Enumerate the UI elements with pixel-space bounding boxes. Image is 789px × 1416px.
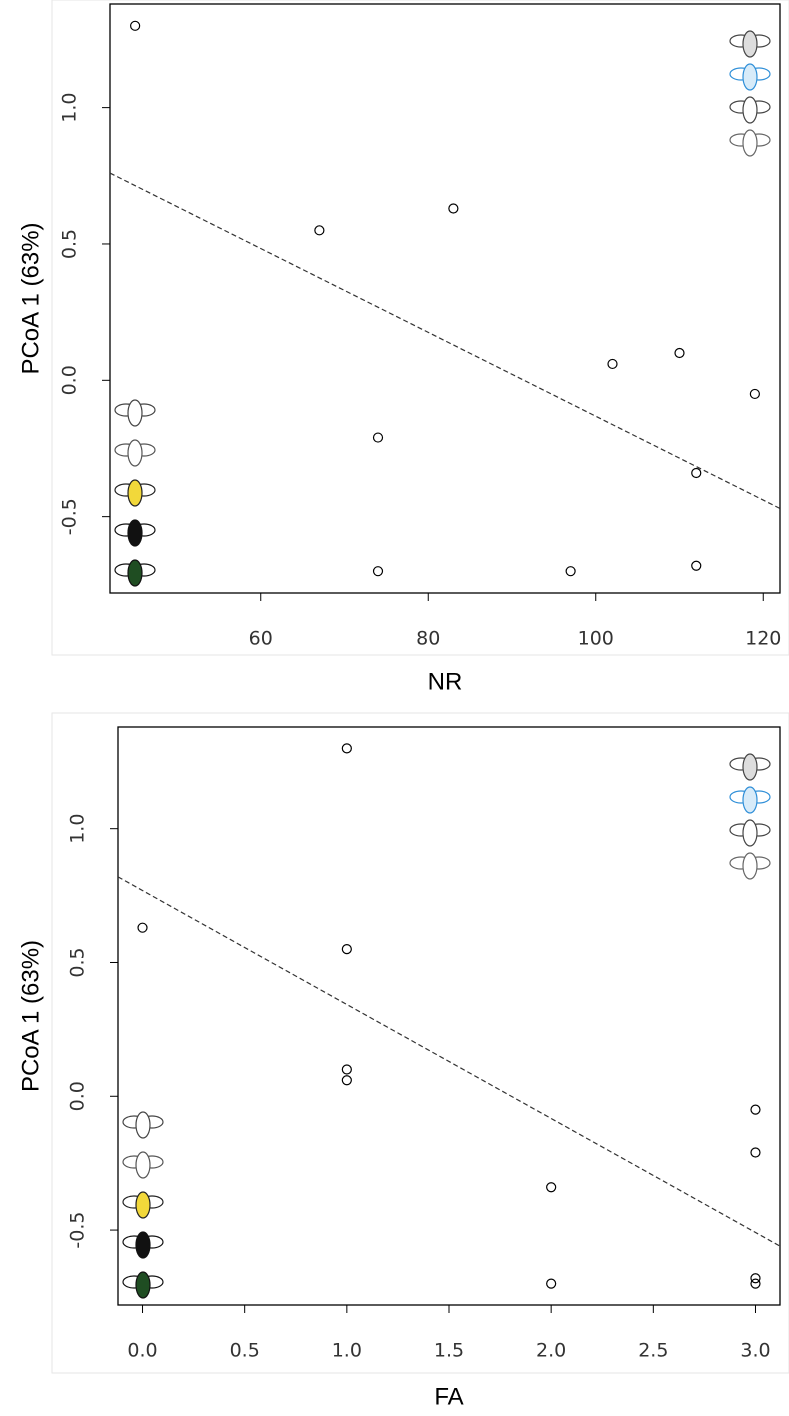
insect-icon [136,1192,150,1218]
point [675,349,684,358]
point [342,1065,351,1074]
x-axis-label: FA [434,1383,463,1410]
point [692,469,701,478]
x-tick-label: 1.0 [332,1340,362,1362]
y-axis-label: PCoA 1 (63%) [17,940,44,1092]
point [374,567,383,576]
insect-icon [743,97,757,123]
insect-icon [743,31,757,57]
page: 60 80 100 120 -0.5 0.0 0.5 1.0 NR PCoA 1 (63%) 0.0… [0,0,789,1416]
insect-icon [743,130,757,156]
insect-icon [136,1232,150,1258]
insect-icon [743,787,757,813]
y-tick-label: -0.5 [67,1212,89,1249]
insect-icon [128,560,142,586]
trend-line [110,173,780,508]
point [751,1279,760,1288]
y-tick-label: 1.0 [59,93,81,123]
x-tick-label: 0.5 [230,1340,260,1362]
y-tick-label: 1.0 [67,814,89,844]
point [751,1274,760,1283]
x-tick-label: 2.0 [536,1340,566,1362]
x-tick-label: 3.0 [740,1340,770,1362]
point [751,1105,760,1114]
insect-icon [128,400,142,426]
point [342,1076,351,1085]
point [547,1183,556,1192]
x-tick-label: 100 [578,628,614,650]
point [750,389,759,398]
y-tick-label: 0.0 [67,1081,89,1111]
point [547,1279,556,1288]
y-tick-label: 0.5 [59,229,81,259]
insect-icon [743,820,757,846]
trend-line [118,877,780,1246]
y-axis-label: PCoA 1 (63%) [17,222,44,374]
plot-frame [52,0,789,655]
y-tick-label: -0.5 [59,498,81,535]
insect-icon [743,754,757,780]
point [342,945,351,954]
x-tick-label: 80 [416,628,440,650]
point [692,561,701,570]
insect-icon [128,440,142,466]
x-tick-label: 2.5 [638,1340,668,1362]
point [608,359,617,368]
x-axis-label: NR [428,668,463,695]
point [131,21,140,30]
point [751,1148,760,1157]
point [315,226,324,235]
insect-icon [743,64,757,90]
insect-icon [128,520,142,546]
x-tick-label: 1.5 [434,1340,464,1362]
x-tick-label: 0.0 [127,1340,157,1362]
point [342,744,351,753]
x-tick-label: 60 [249,628,273,650]
insect-icon [743,853,757,879]
plot-box [118,727,780,1305]
point [374,433,383,442]
insect-icon [128,480,142,506]
x-tick-label: 120 [745,628,781,650]
y-tick-label: 0.5 [67,947,89,977]
insect-icon [136,1152,150,1178]
point [566,567,575,576]
insect-icon [136,1112,150,1138]
chart: 60 80 100 120 -0.5 0.0 0.5 1.0 NR PCoA 1 (63%) 0.0… [0,0,789,1416]
plot-frame [52,713,789,1373]
point [449,204,458,213]
plot-box [110,4,780,593]
y-tick-label: 0.0 [59,365,81,395]
insect-icon [136,1272,150,1298]
point [138,923,147,932]
